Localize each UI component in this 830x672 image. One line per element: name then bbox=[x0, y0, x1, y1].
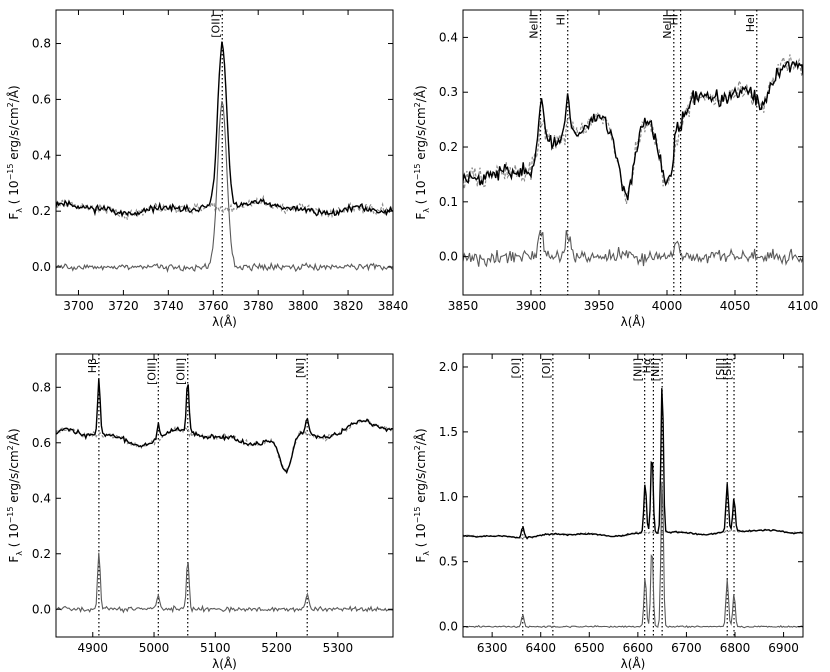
y-tick-label: 0.4 bbox=[32, 148, 51, 162]
line-label-6: [SII] bbox=[721, 358, 734, 380]
x-tick-label: 5100 bbox=[200, 641, 231, 655]
x-tick-label: 4000 bbox=[652, 299, 683, 313]
line-label-3: HI bbox=[668, 14, 681, 26]
x-tick-label: 3850 bbox=[448, 299, 479, 313]
x-tick-label: 3740 bbox=[153, 299, 184, 313]
x-tick-label: 4900 bbox=[77, 641, 108, 655]
line-label-3: [NI] bbox=[294, 358, 307, 378]
x-tick-label: 6900 bbox=[768, 641, 799, 655]
x-axis-label: λ(Å) bbox=[212, 314, 237, 329]
y-tick-label: 0.1 bbox=[439, 195, 458, 209]
axes-frame bbox=[55, 353, 394, 638]
x-tick-label: 3900 bbox=[516, 299, 547, 313]
x-tick-label: 5000 bbox=[139, 641, 170, 655]
x-tick-label: 3950 bbox=[584, 299, 615, 313]
axes-frame bbox=[462, 9, 804, 296]
x-tick-label: 6700 bbox=[671, 641, 702, 655]
residual-spectrum bbox=[56, 101, 393, 273]
y-axis-label: Fλ ( 10−15 erg/s/cm2/Å) bbox=[6, 85, 24, 219]
line-label-2: [NII] bbox=[632, 358, 645, 381]
x-tick-label: 3840 bbox=[378, 299, 409, 313]
x-tick-label: 3700 bbox=[63, 299, 94, 313]
x-tick-label: 3780 bbox=[243, 299, 274, 313]
y-tick-label: 0.6 bbox=[32, 436, 51, 450]
line-label-4: [NII] bbox=[649, 358, 662, 381]
axes-frame bbox=[462, 353, 804, 638]
residual-spectrum bbox=[463, 481, 803, 629]
x-tick-label: 4100 bbox=[788, 299, 819, 313]
y-tick-label: 0.0 bbox=[439, 620, 458, 634]
x-tick-label: 6800 bbox=[720, 641, 751, 655]
x-axis-label: λ(Å) bbox=[212, 656, 237, 671]
axes-frame bbox=[55, 9, 394, 296]
y-tick-label: 0.2 bbox=[32, 204, 51, 218]
model-spectrum bbox=[56, 194, 393, 220]
x-tick-label: 6400 bbox=[525, 641, 556, 655]
y-tick-label: 0.4 bbox=[32, 491, 51, 505]
x-axis-label: λ(Å) bbox=[621, 314, 646, 329]
residual-spectrum bbox=[56, 552, 393, 614]
x-tick-label: 3820 bbox=[333, 299, 364, 313]
y-tick-label: 0.0 bbox=[32, 602, 51, 616]
line-label-1: [OIII] bbox=[145, 358, 158, 385]
y-tick-label: 1.0 bbox=[439, 490, 458, 504]
y-tick-label: 2.0 bbox=[439, 360, 458, 374]
x-tick-label: 6500 bbox=[574, 641, 605, 655]
observed-spectrum bbox=[463, 388, 803, 540]
y-axis-label: Fλ ( 10−15 erg/s/cm2/Å) bbox=[413, 85, 431, 219]
line-label-0: Hβ bbox=[86, 358, 99, 373]
y-tick-label: 0.5 bbox=[439, 555, 458, 569]
residual-spectrum bbox=[463, 230, 803, 268]
x-tick-label: 6600 bbox=[623, 641, 654, 655]
model-spectrum bbox=[463, 54, 803, 204]
x-tick-label: 3720 bbox=[108, 299, 139, 313]
x-tick-label: 3800 bbox=[288, 299, 319, 313]
line-label-2: [OIII] bbox=[175, 358, 188, 385]
y-tick-label: 0.0 bbox=[32, 260, 51, 274]
line-label-0: NeIII bbox=[528, 14, 541, 39]
y-tick-label: 0.6 bbox=[32, 92, 51, 106]
y-tick-label: 0.2 bbox=[439, 140, 458, 154]
line-label-4: HeI bbox=[744, 14, 757, 32]
panel-bottom-left: Hβ [OIII] [OIII] [NI] 4900 5000 5100 5200 5300 0.… bbox=[6, 353, 394, 671]
x-tick-label: 5300 bbox=[323, 641, 354, 655]
line-label-2: NeIII bbox=[661, 14, 674, 39]
x-tick-label: 6300 bbox=[477, 641, 508, 655]
observed-spectrum bbox=[463, 59, 803, 201]
y-axis-label: Fλ ( 10−15 erg/s/cm2/Å) bbox=[6, 428, 24, 562]
y-tick-label: 0.3 bbox=[439, 85, 458, 99]
y-tick-label: 0.8 bbox=[32, 37, 51, 51]
y-axis-label: Fλ ( 10−15 erg/s/cm2/Å) bbox=[413, 428, 431, 562]
x-tick-label: 5200 bbox=[261, 641, 292, 655]
model-spectrum bbox=[56, 419, 393, 475]
y-tick-label: 0.2 bbox=[32, 547, 51, 561]
observed-spectrum bbox=[56, 378, 393, 475]
y-tick-label: 0.0 bbox=[439, 250, 458, 264]
line-label-0: [OII] bbox=[209, 14, 222, 38]
panel-top-left: [OII] 3700 3720 3740 3760 3780 3800 3820 3840 0.0… bbox=[6, 9, 409, 329]
y-tick-label: 0.8 bbox=[32, 380, 51, 394]
line-label-5: [SII] bbox=[714, 358, 727, 380]
observed-spectrum bbox=[56, 41, 393, 218]
panel-bottom-right: [OI] [OI] [NII]Hα[NII] [SII][SII] 6300 6400 65… bbox=[413, 353, 804, 671]
line-label-1: [OI] bbox=[540, 358, 553, 379]
x-tick-label: 3760 bbox=[198, 299, 229, 313]
line-label-0: [OI] bbox=[510, 358, 523, 379]
y-tick-label: 1.5 bbox=[439, 425, 458, 439]
x-tick-label: 4050 bbox=[720, 299, 751, 313]
x-axis-label: λ(Å) bbox=[621, 656, 646, 671]
y-tick-label: 0.4 bbox=[439, 30, 458, 44]
line-label-1: HI bbox=[555, 14, 568, 26]
line-label-3: Hα bbox=[640, 358, 653, 374]
